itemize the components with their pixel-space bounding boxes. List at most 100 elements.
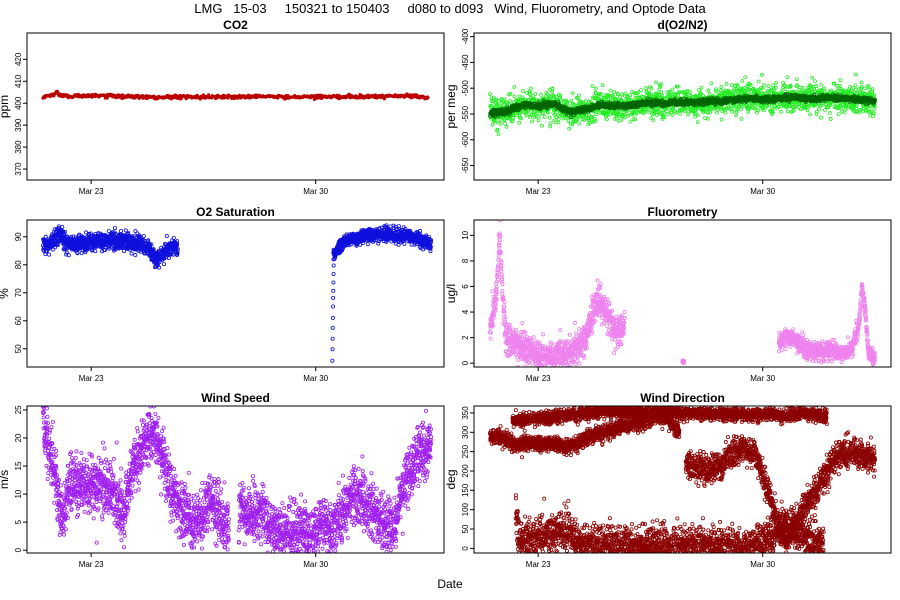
data-point — [859, 80, 864, 85]
data-point — [566, 119, 571, 123]
data-point — [533, 112, 538, 117]
data-point — [699, 85, 704, 90]
data-point — [678, 111, 683, 116]
data-point — [694, 108, 699, 112]
data-point — [740, 79, 745, 83]
data-point — [529, 112, 534, 117]
data-point — [60, 224, 65, 229]
data-point — [662, 115, 667, 120]
chart-o2n2: d(O2/N2)per meg-650-600-550-500-450-400M… — [444, 18, 892, 196]
data-point — [491, 99, 495, 104]
data-point — [670, 113, 675, 117]
data-point — [783, 87, 788, 92]
data-point — [870, 87, 875, 92]
data-point — [773, 85, 778, 90]
data-point — [548, 121, 553, 126]
data-point — [788, 84, 793, 89]
data-point — [785, 75, 790, 80]
data-point — [547, 115, 552, 120]
data-point — [512, 85, 517, 89]
series-co2-ppm — [41, 89, 430, 101]
data-point — [588, 120, 592, 125]
data-point — [614, 116, 619, 121]
plot-frame — [473, 32, 892, 181]
data-point — [519, 116, 524, 121]
y-tick-label: -600 — [461, 131, 470, 148]
data-point — [69, 235, 74, 240]
data-point — [755, 110, 759, 115]
data-point — [695, 113, 700, 118]
data-point — [590, 84, 595, 88]
data-point — [582, 118, 587, 122]
data-point — [489, 103, 494, 108]
data-point — [866, 84, 871, 88]
data-point — [654, 80, 659, 85]
data-point — [853, 110, 858, 115]
chart-title: O2 Saturation — [196, 205, 275, 219]
data-point — [774, 80, 778, 85]
data-point — [520, 95, 525, 100]
data-point — [654, 95, 659, 100]
data-point — [567, 126, 572, 131]
data-point — [770, 109, 775, 114]
data-point — [589, 114, 594, 119]
data-point — [723, 110, 728, 115]
data-point — [859, 86, 864, 91]
data-point — [564, 112, 569, 117]
data-point — [685, 89, 690, 93]
data-point — [542, 115, 547, 119]
data-point — [571, 115, 575, 120]
data-point — [743, 75, 748, 80]
series-smoothed — [488, 91, 877, 120]
data-point — [733, 104, 738, 109]
data-point — [491, 95, 496, 100]
data-point — [716, 90, 721, 95]
data-point — [732, 89, 737, 94]
data-point — [564, 99, 569, 104]
data-point — [822, 89, 827, 93]
data-point — [539, 92, 543, 97]
data-point — [597, 92, 602, 97]
data-point — [818, 115, 823, 120]
data-point — [781, 81, 786, 85]
data-point — [75, 251, 80, 256]
y-axis-label: % — [0, 288, 11, 299]
data-point — [746, 107, 751, 112]
x-tick-label: Mar 23 — [526, 187, 551, 196]
data-point — [608, 88, 613, 93]
data-point — [687, 89, 692, 94]
data-point — [649, 92, 654, 97]
data-point — [826, 105, 831, 110]
data-point — [502, 118, 507, 123]
data-point — [622, 115, 627, 120]
data-point — [600, 83, 605, 88]
data-point — [828, 110, 832, 115]
data-points — [41, 89, 430, 101]
data-point — [672, 93, 677, 97]
data-point — [823, 108, 827, 112]
data-point — [761, 106, 766, 111]
data-point — [684, 92, 689, 96]
data-point — [633, 96, 638, 100]
data-point — [795, 83, 800, 88]
data-point — [794, 77, 799, 82]
data-point — [660, 93, 665, 98]
data-point — [581, 101, 586, 106]
data-points — [41, 223, 434, 363]
data-point — [719, 85, 724, 89]
data-point — [649, 112, 654, 116]
data-point — [727, 89, 732, 94]
data-point — [808, 112, 813, 117]
y-tick-label: 400 — [14, 96, 23, 110]
data-point — [649, 86, 654, 91]
data-point — [593, 117, 597, 121]
data-point — [735, 83, 740, 88]
y-tick-label: 410 — [14, 74, 23, 88]
data-point — [854, 87, 859, 92]
data-point — [748, 82, 753, 87]
data-point — [813, 79, 818, 84]
data-point — [545, 92, 550, 97]
data-point — [604, 117, 609, 122]
data-point — [575, 117, 580, 122]
data-point — [724, 81, 729, 86]
